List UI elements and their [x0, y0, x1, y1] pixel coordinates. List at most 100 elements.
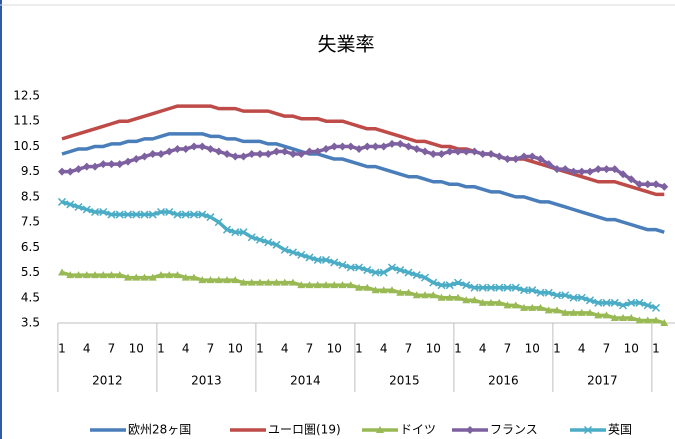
marker — [421, 291, 429, 299]
y-tick-label: 12.5 — [13, 89, 40, 103]
marker — [610, 313, 619, 321]
marker — [74, 165, 83, 174]
marker — [627, 298, 636, 307]
marker — [396, 288, 405, 296]
marker — [132, 155, 141, 164]
marker — [487, 150, 495, 159]
marker — [462, 147, 471, 156]
marker — [561, 165, 570, 174]
marker — [376, 426, 384, 433]
marker — [198, 142, 207, 151]
marker — [466, 426, 474, 434]
marker — [124, 157, 132, 166]
marker — [74, 202, 83, 212]
marker — [379, 268, 388, 277]
legend-label: フランス — [490, 423, 538, 437]
marker — [470, 283, 479, 292]
marker — [264, 278, 273, 286]
marker — [140, 273, 149, 281]
marker — [297, 281, 306, 289]
marker — [429, 278, 438, 287]
marker — [577, 308, 586, 316]
marker — [652, 316, 660, 324]
marker — [561, 308, 570, 316]
marker — [511, 155, 520, 164]
marker — [58, 167, 66, 176]
marker — [66, 167, 75, 176]
marker — [519, 286, 529, 295]
year-label: 2015 — [389, 374, 420, 388]
marker — [412, 271, 421, 280]
marker — [239, 228, 248, 237]
chart-title: 失業率 — [317, 34, 374, 56]
marker — [643, 301, 652, 310]
marker — [602, 165, 611, 174]
marker — [148, 210, 157, 219]
marker — [256, 278, 264, 286]
marker — [91, 162, 99, 171]
marker — [313, 281, 322, 289]
marker — [99, 160, 108, 169]
marker — [660, 182, 669, 191]
marker — [355, 144, 363, 153]
marker — [206, 213, 215, 222]
marker — [272, 147, 281, 156]
marker — [181, 144, 190, 153]
marker — [387, 263, 397, 272]
marker — [528, 286, 537, 295]
marker — [619, 313, 627, 321]
marker — [305, 253, 314, 262]
marker — [206, 144, 215, 153]
marker — [82, 162, 91, 171]
legend-label: 欧州28ヶ国 — [128, 423, 191, 437]
marker — [388, 139, 396, 148]
marker — [288, 248, 298, 257]
marker — [635, 298, 644, 307]
marker — [454, 147, 462, 156]
y-tick-label: 9.5 — [21, 164, 40, 178]
marker — [610, 165, 619, 174]
marker — [569, 293, 578, 302]
year-label: 2016 — [488, 374, 519, 388]
marker — [602, 298, 611, 307]
year-label: 2012 — [92, 374, 123, 388]
marker — [437, 293, 446, 301]
y-tick-label: 10.5 — [13, 139, 40, 153]
marker — [610, 298, 619, 307]
marker — [140, 210, 149, 219]
marker — [421, 147, 429, 156]
marker — [363, 266, 372, 275]
legend-label: ドイツ — [400, 423, 436, 437]
marker — [107, 160, 116, 169]
marker — [173, 144, 182, 153]
marker — [569, 308, 578, 316]
marker — [190, 273, 198, 281]
legend-label: ユーロ圏(19) — [268, 423, 341, 437]
x-tick-label: 10 — [426, 342, 441, 356]
x-tick-label: 1 — [58, 342, 66, 356]
x-tick-label: 1 — [256, 342, 264, 356]
marker — [264, 238, 273, 247]
legend-label: 英国 — [608, 423, 632, 437]
year-label: 2013 — [191, 374, 222, 388]
marker — [99, 207, 108, 217]
series-line — [61, 132, 665, 234]
marker — [57, 197, 67, 206]
marker — [462, 281, 471, 290]
x-tick-label: 10 — [327, 342, 342, 356]
marker — [363, 142, 372, 151]
marker — [363, 283, 372, 291]
marker — [495, 283, 504, 292]
marker — [198, 210, 207, 219]
x-tick-label: 4 — [578, 342, 586, 356]
marker — [156, 207, 166, 217]
marker — [223, 276, 231, 284]
marker — [190, 142, 198, 151]
marker — [635, 316, 644, 324]
marker — [330, 258, 339, 267]
marker — [338, 142, 347, 151]
marker — [552, 291, 562, 300]
marker — [619, 170, 627, 179]
marker — [520, 152, 528, 161]
